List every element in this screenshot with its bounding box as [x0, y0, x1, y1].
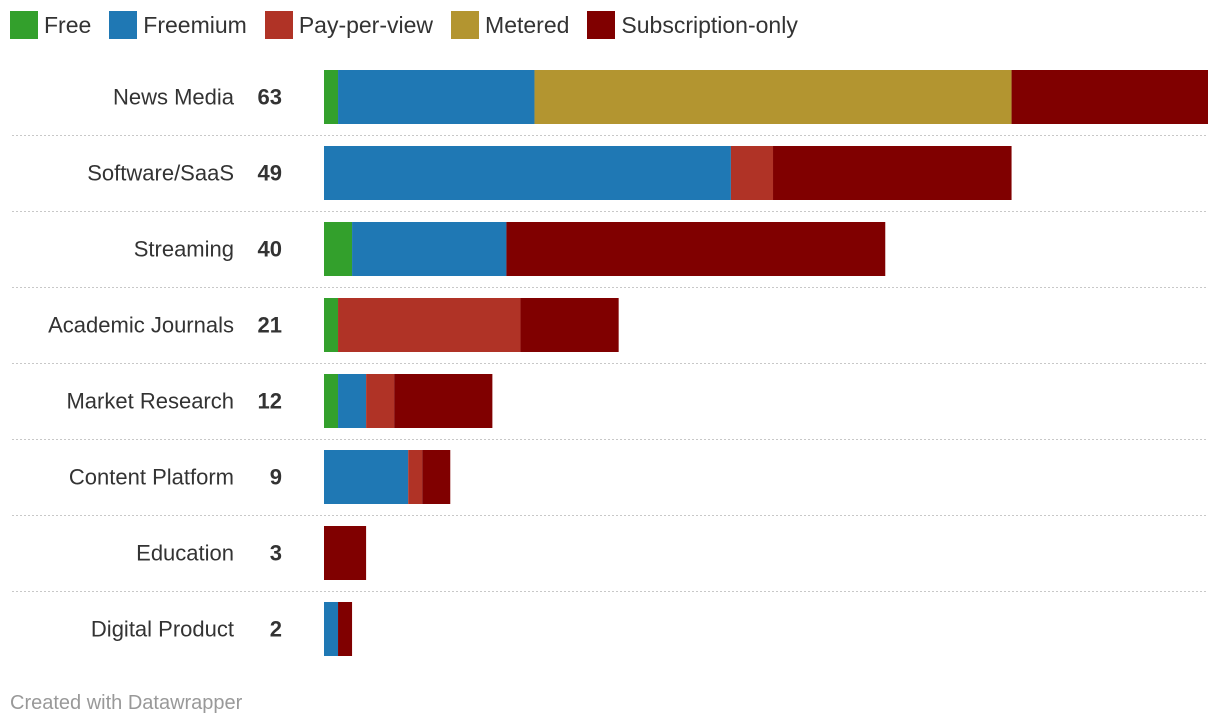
legend-item-freemium: Freemium — [109, 11, 247, 39]
category-label-streaming: Streaming — [134, 237, 234, 262]
bar-segment-content-platform-pay-per-view — [408, 450, 423, 504]
category-label-market-research: Market Research — [66, 389, 234, 414]
bar-segment-education-subscription-only — [324, 526, 367, 580]
chart-legend: Free Freemium Pay-per-view Metered Subsc… — [10, 8, 798, 42]
total-label-market-research: 12 — [258, 389, 282, 414]
total-label-academic-journals: 21 — [258, 313, 282, 338]
total-label-education: 3 — [270, 541, 282, 566]
bar-segment-digital-product-subscription-only — [338, 602, 353, 656]
category-label-digital-product: Digital Product — [91, 617, 234, 642]
category-label-content-platform: Content Platform — [69, 465, 234, 490]
total-label-content-platform: 9 — [270, 465, 282, 490]
legend-swatch-metered — [451, 11, 480, 39]
bar-segment-market-research-freemium — [338, 374, 367, 428]
bar-segment-streaming-free — [324, 222, 353, 276]
bar-segment-academic-journals-free — [324, 298, 339, 352]
legend-swatch-free — [10, 11, 38, 39]
legend-item-free: Free — [10, 11, 91, 39]
footer-credit: Created with Datawrapper — [10, 692, 243, 714]
bar-segment-software-saas-subscription-only — [773, 146, 1012, 200]
legend-label-free: Free — [44, 11, 92, 38]
legend-swatch-pay-per-view — [264, 11, 293, 39]
total-label-news-media: 63 — [258, 85, 282, 110]
bar-segment-streaming-freemium — [352, 222, 507, 276]
legend-label-freemium: Freemium — [143, 11, 247, 38]
legend-item-pay-per-view: Pay-per-view — [264, 11, 434, 39]
bar-segment-news-media-subscription-only — [1011, 70, 1208, 124]
bar-segment-news-media-free — [324, 70, 339, 124]
legend-label-metered: Metered — [485, 11, 570, 38]
category-label-software-saas: Software/SaaS — [87, 161, 234, 186]
bar-segment-content-platform-freemium — [324, 450, 409, 504]
legend-label-pay-per-view: Pay-per-view — [298, 11, 434, 38]
bar-segment-academic-journals-pay-per-view — [338, 298, 521, 352]
legend-item-subscription-only: Subscription-only — [587, 11, 798, 39]
legend-label-subscription-only: Subscription-only — [621, 11, 798, 38]
bar-segment-academic-journals-subscription-only — [520, 298, 619, 352]
total-label-digital-product: 2 — [270, 617, 282, 642]
legend-swatch-freemium — [109, 11, 138, 39]
total-label-software-saas: 49 — [258, 161, 282, 186]
bar-segment-streaming-subscription-only — [506, 222, 886, 276]
bar-segment-market-research-subscription-only — [394, 374, 493, 428]
legend-swatch-subscription-only — [587, 11, 616, 39]
category-label-academic-journals: Academic Journals — [48, 313, 234, 338]
bar-segment-market-research-pay-per-view — [366, 374, 395, 428]
bar-segment-news-media-freemium — [338, 70, 535, 124]
bar-segment-content-platform-subscription-only — [422, 450, 451, 504]
bar-segment-news-media-metered — [534, 70, 1012, 124]
bar-segment-digital-product-freemium — [324, 602, 339, 656]
bar-segment-software-saas-pay-per-view — [730, 146, 774, 200]
legend-item-metered: Metered — [451, 11, 569, 39]
total-label-streaming: 40 — [258, 237, 282, 262]
bar-segment-market-research-free — [324, 374, 339, 428]
category-label-news-media: News Media — [113, 85, 235, 110]
bar-segment-software-saas-freemium — [324, 146, 731, 200]
category-label-education: Education — [136, 541, 234, 566]
